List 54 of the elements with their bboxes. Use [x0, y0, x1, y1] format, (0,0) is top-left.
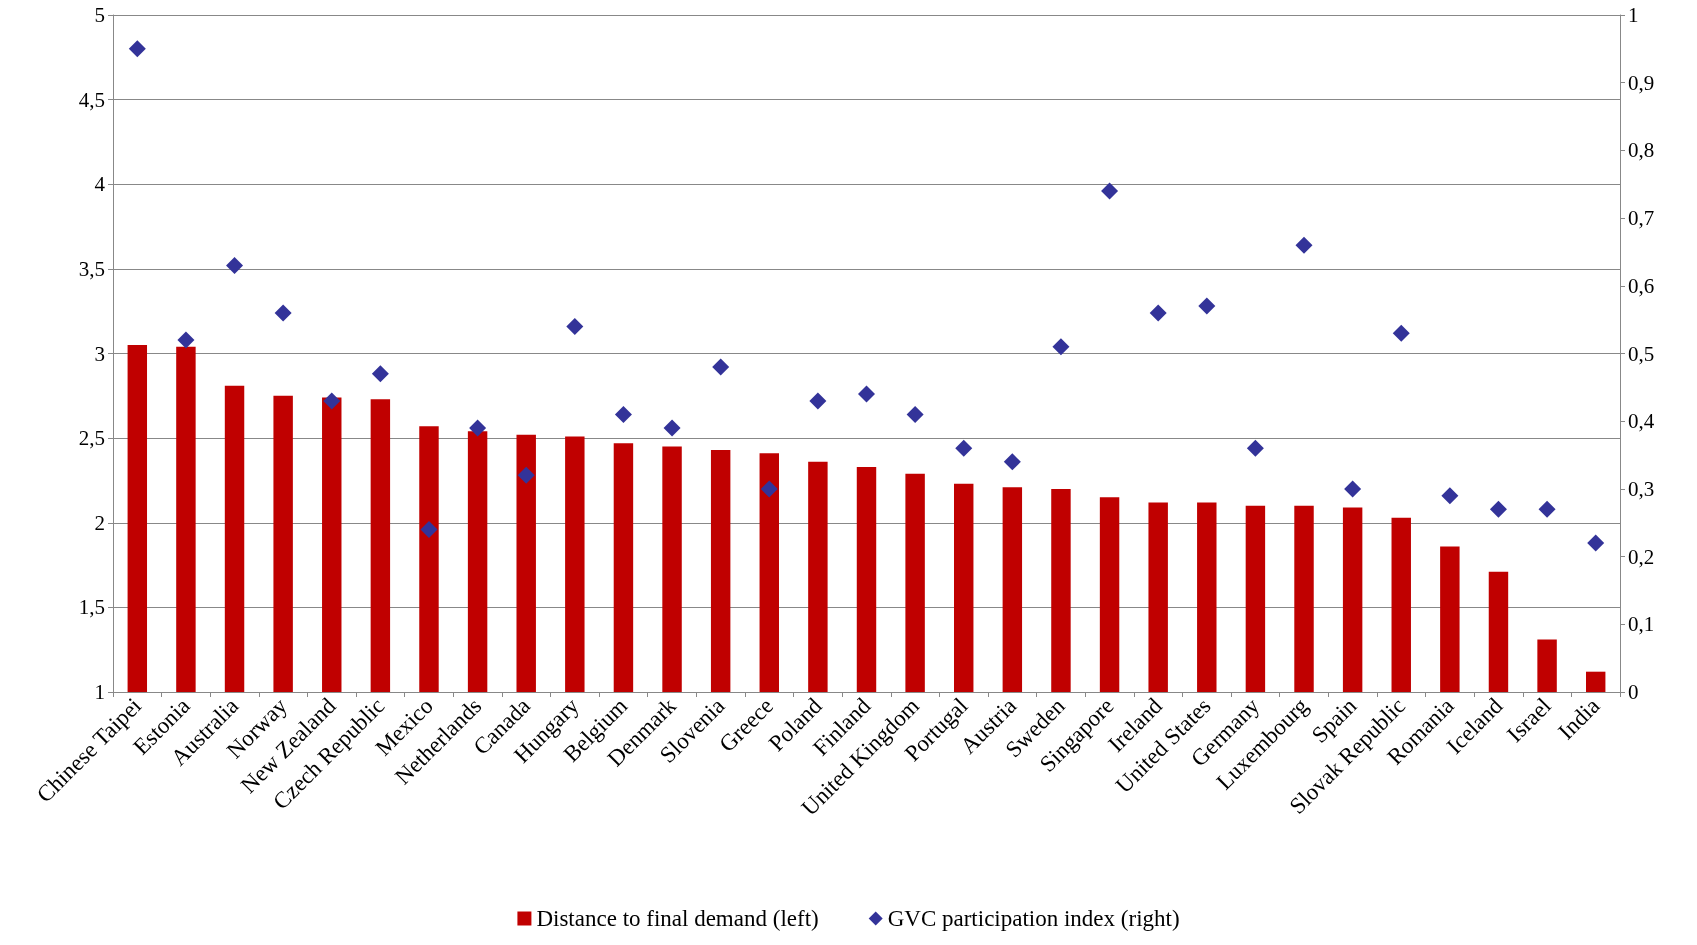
y2-tick-label: 0,5 — [1628, 341, 1655, 366]
y2-tick-label: 0,3 — [1628, 476, 1655, 501]
point — [1295, 236, 1313, 254]
point — [760, 480, 778, 498]
point — [1489, 500, 1507, 518]
point — [809, 392, 827, 410]
point — [1344, 480, 1362, 498]
y-tick-label: 1,5 — [78, 595, 105, 620]
point — [1149, 304, 1167, 322]
point — [469, 419, 487, 437]
point — [1101, 182, 1119, 200]
y-tick-label: 4 — [94, 172, 106, 197]
point — [371, 365, 389, 383]
point — [420, 521, 438, 539]
y2-tick-label: 0 — [1628, 680, 1639, 704]
point — [1198, 297, 1216, 315]
y-tick-label: 4,5 — [78, 87, 105, 112]
y-tick-label: 3,5 — [78, 256, 105, 281]
point — [1538, 500, 1556, 518]
point — [1392, 324, 1410, 342]
y-tick-label: 1 — [94, 680, 105, 704]
point — [955, 439, 973, 457]
legend-label: Distance to final demand (left) — [536, 906, 819, 931]
point — [712, 358, 730, 376]
point — [1052, 338, 1070, 356]
point — [177, 331, 195, 349]
y2-tick-label: 0,7 — [1628, 206, 1655, 231]
y2-tick-label: 0,8 — [1628, 138, 1655, 163]
point — [1246, 439, 1264, 457]
y-tick-label: 2 — [94, 510, 105, 535]
point — [566, 317, 584, 335]
y2-tick-label: 0,2 — [1628, 544, 1655, 569]
y2-tick-label: 0,4 — [1628, 409, 1655, 434]
point — [663, 419, 681, 437]
point — [517, 466, 535, 484]
point — [1587, 534, 1605, 552]
y-tick-label: 2,5 — [78, 426, 105, 451]
legend-label: GVC participation index (right) — [887, 906, 1180, 931]
point — [274, 304, 292, 322]
point — [906, 405, 924, 423]
y2-tick-label: 0,9 — [1628, 70, 1655, 95]
point — [128, 40, 146, 58]
point — [614, 405, 632, 423]
point — [858, 385, 875, 403]
y-tick-label: 3 — [94, 341, 105, 366]
x-tick-label: India — [1553, 693, 1605, 745]
y2-tick-label: 1 — [1628, 3, 1639, 27]
point — [1003, 453, 1021, 471]
point — [323, 392, 341, 410]
y2-tick-label: 0,1 — [1628, 612, 1655, 637]
point — [226, 256, 244, 274]
y2-tick-label: 0,6 — [1628, 273, 1655, 298]
point — [1441, 487, 1459, 505]
y-tick-label: 5 — [94, 3, 105, 27]
